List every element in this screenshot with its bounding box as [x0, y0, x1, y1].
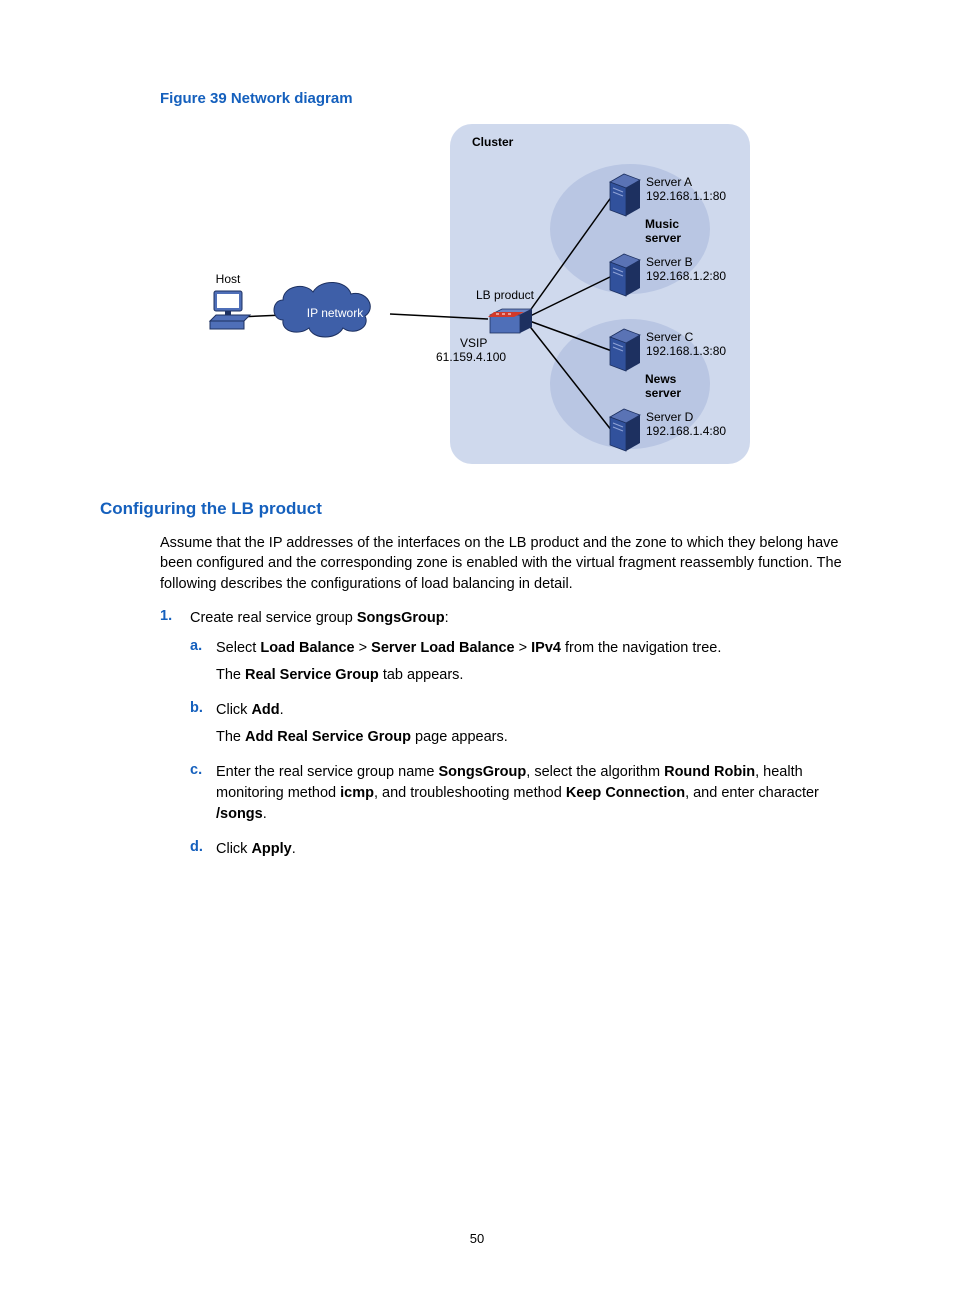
- svg-text:Server A: Server A: [646, 175, 692, 189]
- sub-content: Select Load Balance > Server Load Balanc…: [216, 638, 721, 692]
- sub-marker: b.: [190, 700, 216, 754]
- numbered-list: 1. Create real service group SongsGroup:: [160, 608, 854, 628]
- page: Figure 39 Network diagram Cluster Host IP …: [0, 0, 954, 1296]
- sub-marker: c.: [190, 762, 216, 831]
- svg-text:IP network: IP network: [307, 306, 364, 320]
- step1-pre: Create real service group: [190, 610, 357, 626]
- sub-content: Click Apply.: [216, 839, 296, 866]
- svg-text:Server C: Server C: [646, 330, 694, 344]
- svg-text:192.168.1.4:80: 192.168.1.4:80: [646, 424, 726, 438]
- substep-c: c. Enter the real service group name Son…: [190, 762, 854, 831]
- svg-text:61.159.4.100: 61.159.4.100: [436, 350, 506, 364]
- svg-text:192.168.1.2:80: 192.168.1.2:80: [646, 269, 726, 283]
- svg-text:Cluster: Cluster: [472, 135, 514, 149]
- svg-text:Host: Host: [216, 272, 241, 286]
- svg-text:News: News: [645, 372, 677, 386]
- step1-bold: SongsGroup: [357, 610, 445, 626]
- sub-marker: a.: [190, 638, 216, 692]
- intro-paragraph: Assume that the IP addresses of the inte…: [160, 533, 854, 594]
- network-diagram: Cluster Host IP network LB product VSIP61.15…: [160, 119, 780, 469]
- step-1: 1. Create real service group SongsGroup:: [160, 608, 854, 628]
- svg-text:Music: Music: [645, 217, 679, 231]
- svg-text:LB product: LB product: [476, 288, 535, 302]
- svg-text:server: server: [645, 386, 681, 400]
- page-number: 50: [0, 1231, 954, 1246]
- sub-list: a. Select Load Balance > Server Load Bal…: [190, 638, 854, 866]
- sub-content: Click Add. The Add Real Service Group pa…: [216, 700, 508, 754]
- svg-text:VSIP: VSIP: [460, 336, 487, 350]
- step-text: Create real service group SongsGroup:: [190, 608, 449, 628]
- step1-post: :: [445, 610, 449, 626]
- svg-text:server: server: [645, 231, 681, 245]
- sub-marker: d.: [190, 839, 216, 866]
- svg-text:192.168.1.3:80: 192.168.1.3:80: [646, 344, 726, 358]
- sub-content: Enter the real service group name SongsG…: [216, 762, 854, 831]
- substep-b: b. Click Add. The Add Real Service Group…: [190, 700, 854, 754]
- svg-text:192.168.1.1:80: 192.168.1.1:80: [646, 189, 726, 203]
- figure-title: Figure 39 Network diagram: [160, 90, 854, 107]
- substep-d: d. Click Apply.: [190, 839, 854, 866]
- section-title: Configuring the LB product: [100, 499, 854, 519]
- svg-text:Server D: Server D: [646, 410, 694, 424]
- step-marker: 1.: [160, 608, 190, 628]
- substep-a: a. Select Load Balance > Server Load Bal…: [190, 638, 854, 692]
- svg-text:Server B: Server B: [646, 255, 693, 269]
